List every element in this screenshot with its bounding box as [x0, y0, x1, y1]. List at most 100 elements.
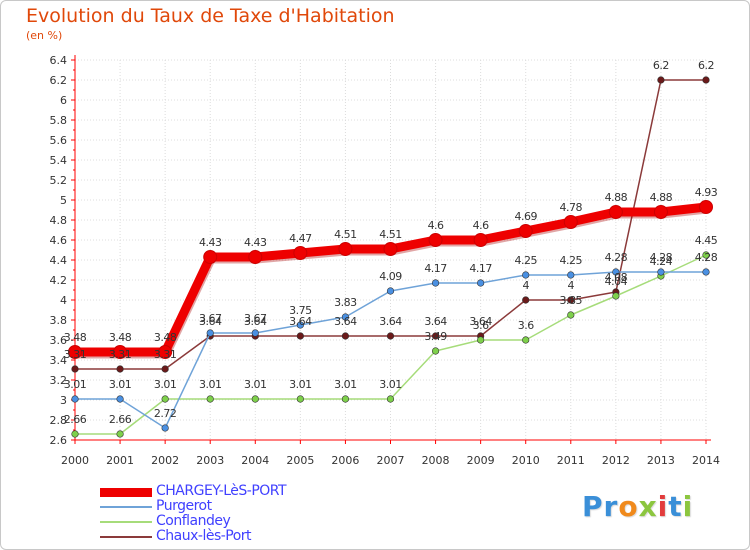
series-point-2: [71, 430, 79, 438]
legend-label: Chaux-lès-Port: [156, 528, 252, 544]
data-label: 6.2: [698, 59, 714, 72]
x-tick-label: 2000: [61, 454, 89, 467]
y-tick-label: 2.8: [50, 414, 68, 427]
data-label: 4.28: [650, 251, 673, 264]
y-tick-label: 4.6: [50, 234, 68, 247]
logo-letter: i: [682, 490, 694, 523]
y-tick-label: 4.2: [50, 274, 68, 287]
series-point-3: [522, 296, 530, 304]
y-tick-label: 4: [60, 294, 67, 307]
legend-label: CHARGEY-LèS-PORT: [156, 483, 287, 499]
legend-label: Purgerot: [156, 498, 212, 514]
series-point-1: [431, 279, 440, 287]
x-tick-label: 2010: [512, 454, 540, 467]
y-tick-label: 5.6: [50, 134, 68, 147]
series-point-3: [386, 332, 395, 340]
data-label: 3.01: [244, 378, 267, 391]
data-label: 2.66: [64, 413, 87, 426]
data-label: 4.24: [650, 255, 673, 268]
series-point-2: [477, 336, 485, 344]
series-point-3: [567, 296, 575, 304]
x-tick-label: 2007: [377, 454, 405, 467]
series-point-0: [383, 242, 398, 256]
y-tick-label: 4.8: [50, 214, 68, 227]
series-point-0: [68, 345, 82, 359]
data-label: 4.25: [514, 254, 537, 267]
data-label: 3.31: [64, 348, 87, 361]
x-tick-label: 2011: [557, 454, 585, 467]
x-tick-label: 2001: [106, 454, 134, 467]
y-tick-label: 3.4: [50, 354, 68, 367]
data-label: 4.17: [424, 262, 447, 275]
series-point-1: [612, 268, 620, 276]
data-label: 4.28: [695, 251, 718, 264]
data-label: 4.04: [605, 275, 628, 288]
data-label: 4.43: [244, 236, 267, 249]
y-tick-label: 3: [60, 394, 67, 407]
x-tick-label: 2004: [241, 454, 269, 467]
series-point-3: [341, 332, 350, 340]
data-label: 4: [568, 279, 575, 292]
series-point-2: [296, 395, 304, 403]
y-tick-label: 6.4: [50, 54, 68, 67]
y-tick-label: 5: [60, 194, 67, 207]
data-label: 4.45: [695, 234, 718, 247]
data-label: 3.01: [64, 378, 87, 391]
series-point-0: [158, 345, 173, 359]
x-tick-label: 2013: [647, 454, 675, 467]
series-point-3: [161, 365, 169, 373]
series-point-2: [251, 395, 259, 403]
data-label: 4.51: [334, 228, 357, 241]
series-point-0: [203, 250, 218, 264]
logo-letter: P: [582, 490, 604, 523]
series-point-0: [699, 200, 713, 214]
y-tick-label: 6: [60, 94, 67, 107]
data-label: 4.47: [289, 232, 312, 245]
series-point-1: [477, 279, 485, 287]
series-point-1: [522, 271, 530, 279]
data-label: 3.48: [154, 331, 177, 344]
series-point-2: [431, 347, 440, 355]
data-label: 4.17: [469, 262, 492, 275]
data-label: 3.01: [289, 378, 312, 391]
chart-subtitle: (en %): [26, 29, 63, 42]
series-point-0: [248, 250, 263, 264]
data-label: 4.09: [379, 270, 402, 283]
logo-letter: i: [657, 490, 669, 523]
data-label: 2.66: [109, 413, 132, 426]
y-tick-label: 3.6: [50, 334, 68, 347]
data-label: 4.93: [695, 186, 718, 199]
series-point-2: [341, 395, 350, 403]
series-point-1: [206, 329, 214, 337]
data-label: 4.51: [379, 228, 402, 241]
chart-title: Evolution du Taux de Taxe d'Habitation: [26, 5, 395, 27]
data-label: 3.01: [109, 378, 132, 391]
series-point-1: [161, 424, 169, 432]
data-label: 3.64: [469, 315, 492, 328]
data-label: 4.78: [560, 201, 583, 214]
legend-swatch: [100, 487, 152, 497]
data-label: 3.64: [199, 315, 222, 328]
legend-swatch: [100, 536, 152, 538]
data-label: 3.64: [379, 315, 402, 328]
data-label: 3.48: [64, 331, 87, 344]
y-tick-label: 2.6: [50, 434, 68, 447]
data-label: 3.01: [154, 378, 177, 391]
data-label: 3.64: [334, 315, 357, 328]
series-point-3: [296, 332, 304, 340]
legend-swatch: [100, 521, 152, 523]
data-label: 3.67: [199, 312, 222, 325]
data-label: 3.83: [334, 296, 357, 309]
series-point-1: [296, 321, 304, 329]
series-point-2: [702, 251, 710, 259]
series-point-1: [567, 271, 575, 279]
data-label: 4: [522, 279, 529, 292]
series-point-0: [428, 233, 443, 247]
y-tick-label: 3.2: [50, 374, 68, 387]
data-label: 3.01: [379, 378, 402, 391]
y-tick-label: 3.8: [50, 314, 68, 327]
data-label: 4.25: [560, 254, 583, 267]
data-label: 4.28: [605, 251, 628, 264]
series-point-0: [113, 345, 128, 359]
